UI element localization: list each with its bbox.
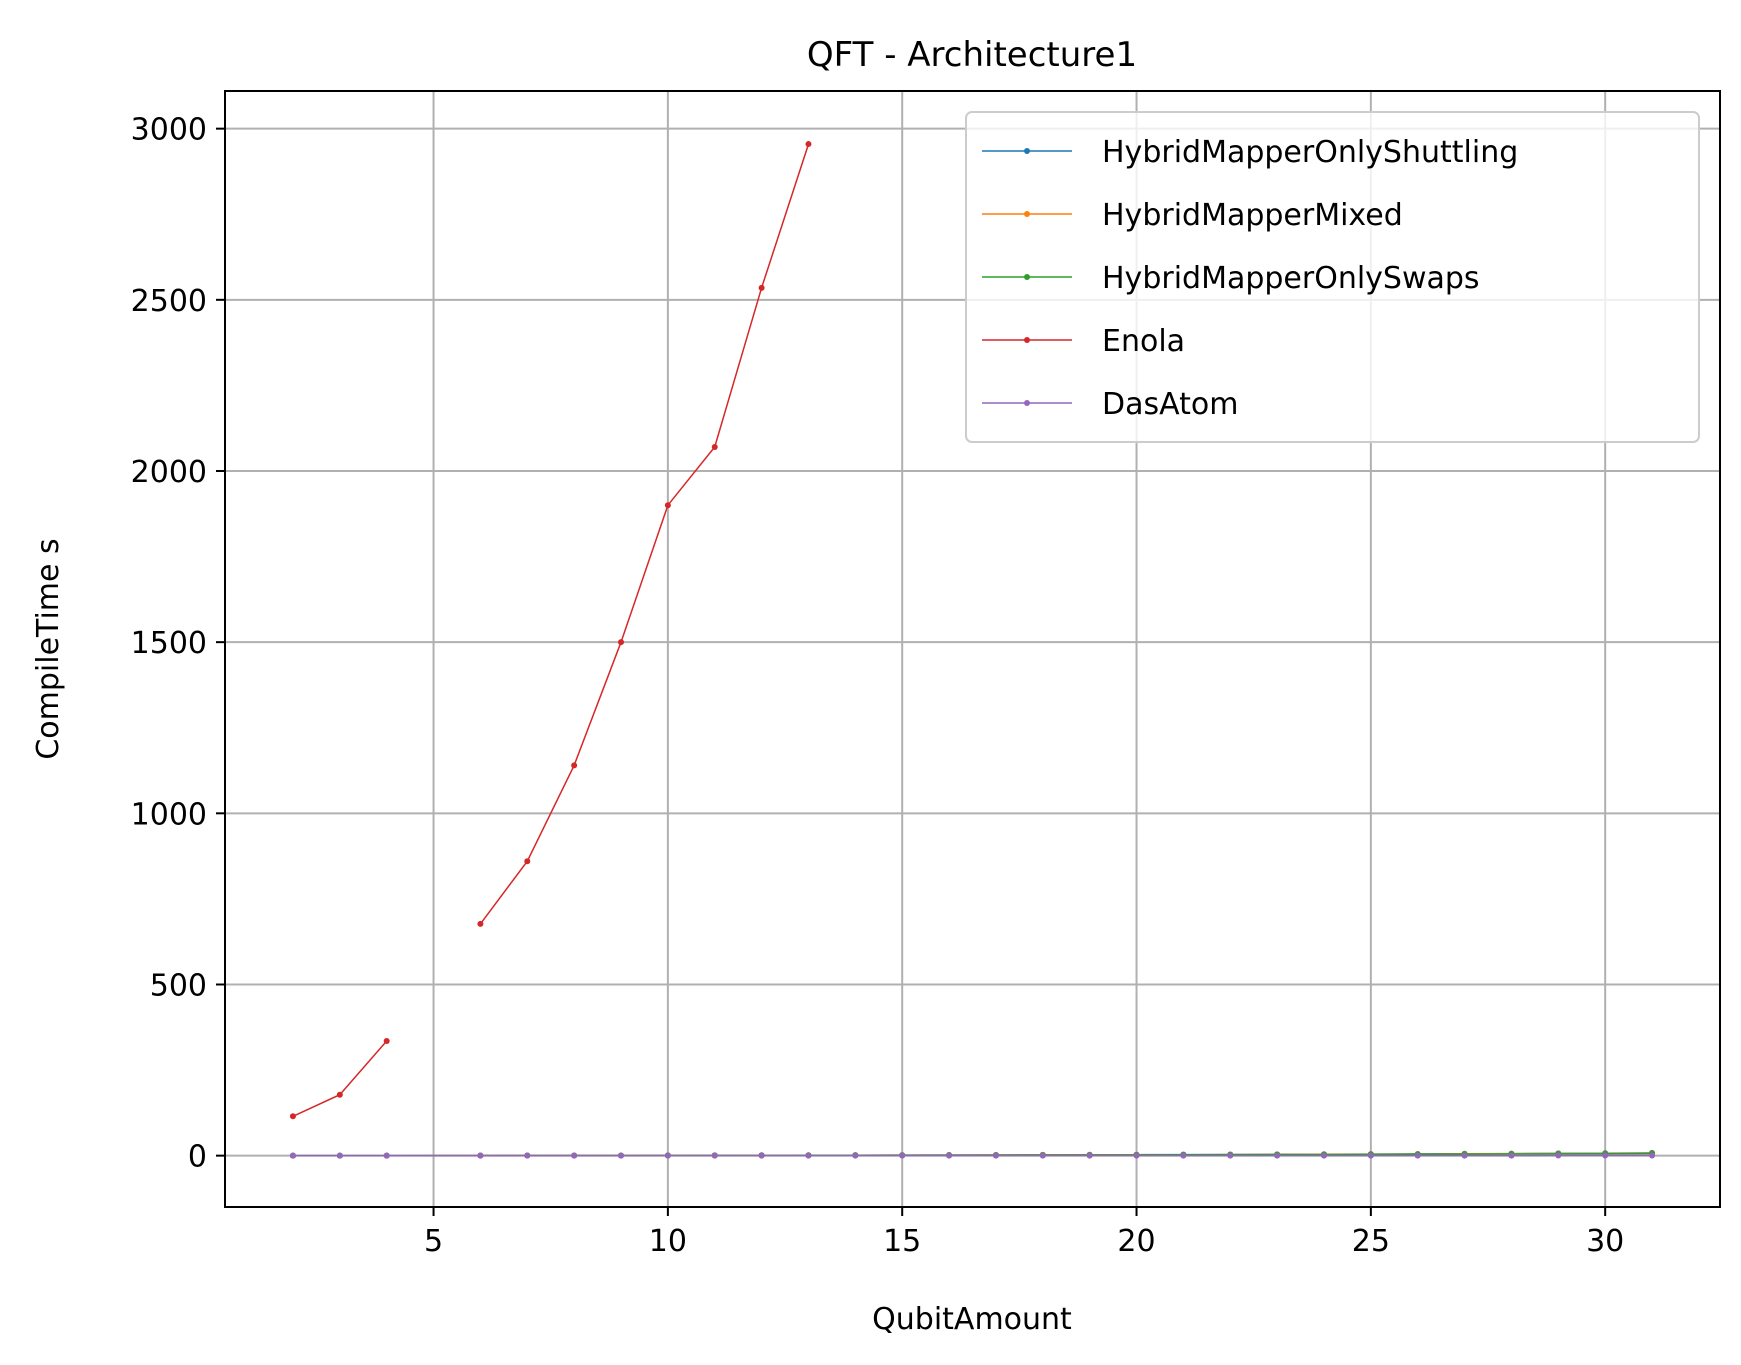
data-point xyxy=(384,1153,390,1159)
data-point xyxy=(1555,1153,1561,1159)
legend-label: DasAtom xyxy=(1102,387,1238,422)
data-point xyxy=(618,1153,624,1159)
series-line xyxy=(293,1041,387,1116)
data-point xyxy=(477,1153,483,1159)
data-point xyxy=(1321,1153,1327,1159)
data-point xyxy=(759,1153,765,1159)
data-point xyxy=(946,1153,952,1159)
legend-label: Enola xyxy=(1102,324,1185,359)
data-point xyxy=(1508,1153,1514,1159)
data-point xyxy=(1274,1153,1280,1159)
y-tick-label: 500 xyxy=(150,968,207,1003)
data-point xyxy=(1087,1153,1093,1159)
y-tick-label: 0 xyxy=(188,1140,207,1175)
x-axis-label: QubitAmount xyxy=(872,1302,1072,1337)
data-point xyxy=(1040,1153,1046,1159)
chart-title: QFT - Architecture1 xyxy=(807,35,1137,75)
series-HybridMapperOnlySwaps xyxy=(290,1151,1655,1159)
data-point xyxy=(290,1153,296,1159)
data-point xyxy=(1649,1153,1655,1159)
data-point xyxy=(1415,1153,1421,1159)
data-point xyxy=(1227,1153,1233,1159)
data-point xyxy=(290,1113,296,1119)
data-point xyxy=(337,1092,343,1098)
legend-marker xyxy=(1024,274,1030,280)
x-tick-label: 10 xyxy=(649,1224,687,1259)
series-line xyxy=(480,144,808,924)
data-point xyxy=(477,921,483,927)
x-tick-label: 30 xyxy=(1586,1224,1624,1259)
legend-marker xyxy=(1024,400,1030,406)
data-point xyxy=(1602,1153,1608,1159)
series-Enola xyxy=(290,141,812,1119)
y-tick-label: 3000 xyxy=(131,113,207,148)
y-tick-label: 1500 xyxy=(131,626,207,661)
data-point xyxy=(384,1038,390,1044)
legend-label: HybridMapperOnlySwaps xyxy=(1102,261,1480,296)
y-tick-label: 1000 xyxy=(131,797,207,832)
y-tick-label: 2000 xyxy=(131,455,207,490)
data-point xyxy=(618,639,624,645)
legend-label: HybridMapperOnlyShuttling xyxy=(1102,135,1518,170)
data-point xyxy=(1180,1153,1186,1159)
data-point xyxy=(712,444,718,450)
y-tick-label: 2500 xyxy=(131,284,207,319)
data-point xyxy=(571,762,577,768)
data-point xyxy=(712,1153,718,1159)
legend-marker xyxy=(1024,148,1030,154)
data-point xyxy=(1134,1153,1140,1159)
data-point xyxy=(665,502,671,508)
data-point xyxy=(805,141,811,147)
data-point xyxy=(993,1153,999,1159)
data-point xyxy=(805,1153,811,1159)
legend-label: HybridMapperMixed xyxy=(1102,198,1403,233)
data-point xyxy=(337,1153,343,1159)
x-tick-label: 15 xyxy=(883,1224,921,1259)
data-point xyxy=(524,858,530,864)
y-axis-label: CompileTime s xyxy=(31,538,66,759)
legend-marker xyxy=(1024,211,1030,217)
x-tick-label: 5 xyxy=(424,1224,443,1259)
legend-marker xyxy=(1024,337,1030,343)
data-point xyxy=(759,285,765,291)
legend: HybridMapperOnlyShuttling HybridMapperMix… xyxy=(966,112,1699,442)
data-point xyxy=(852,1153,858,1159)
data-point xyxy=(524,1153,530,1159)
x-tick-label: 20 xyxy=(1117,1224,1155,1259)
data-point xyxy=(899,1153,905,1159)
data-point xyxy=(1368,1153,1374,1159)
x-tick-label: 25 xyxy=(1352,1224,1390,1259)
data-point xyxy=(665,1153,671,1159)
data-point xyxy=(571,1153,577,1159)
data-point xyxy=(1462,1153,1468,1159)
